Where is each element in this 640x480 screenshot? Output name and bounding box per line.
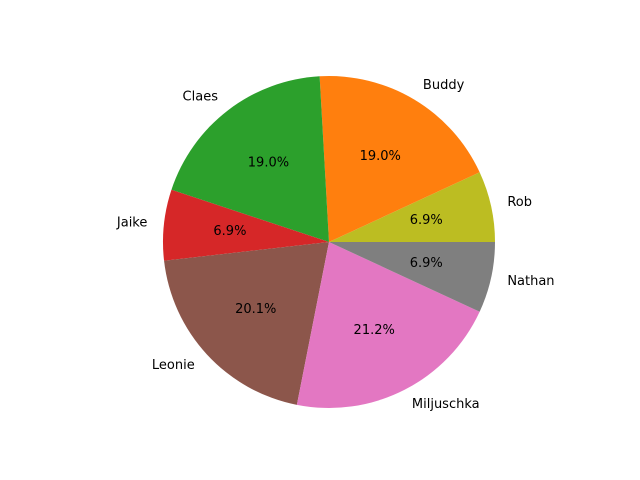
pie-category-label-rob: Rob xyxy=(507,195,532,210)
pie-slice-claes xyxy=(171,76,329,242)
pie-slice-leonie xyxy=(164,242,329,405)
pie-percent-label-leonie: 20.1% xyxy=(235,302,276,317)
pie-percent-label-buddy: 19.0% xyxy=(360,149,401,164)
pie-category-label-leonie: Leonie xyxy=(152,358,195,373)
pie-percent-label-rob: 6.9% xyxy=(410,213,443,228)
pie-category-labels: Rob Buddy Claes Jaike Leonie Miljuschka Nathan xyxy=(116,78,555,412)
pie-percent-label-claes: 19.0% xyxy=(248,155,289,170)
pie-category-label-buddy: Buddy xyxy=(423,78,465,93)
pie-percent-label-miljuschka: 21.2% xyxy=(354,323,395,338)
pie-slice-miljuschka xyxy=(296,242,480,408)
pie-category-label-nathan: Nathan xyxy=(507,274,554,289)
pie-slice-jaike xyxy=(163,189,329,261)
pie-percent-labels: 6.9% 19.0% 19.0% 6.9% 20.1% 21.2% 6.9% xyxy=(213,149,442,338)
pie-slice-buddy xyxy=(319,76,480,243)
pie-slices xyxy=(163,76,495,408)
pie-slice-rob xyxy=(329,172,495,242)
pie-category-label-jaike: Jaike xyxy=(116,216,147,231)
pie-category-label-miljuschka: Miljuschka xyxy=(412,397,480,412)
pie-percent-label-nathan: 6.9% xyxy=(410,256,443,271)
pie-category-label-claes: Claes xyxy=(183,90,219,105)
pie-percent-label-jaike: 6.9% xyxy=(213,224,246,239)
pie-slice-nathan xyxy=(329,242,495,312)
